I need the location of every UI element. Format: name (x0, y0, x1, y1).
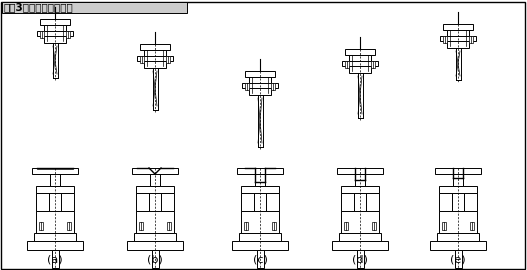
Bar (166, 56, 170, 63)
Bar (337, 168, 383, 174)
Bar (435, 168, 481, 174)
Text: 【図3】絞り過程の説明: 【図3】絞り過程の説明 (4, 2, 74, 12)
Bar (149, 193, 161, 211)
Bar (341, 211, 379, 233)
Text: (d): (d) (352, 255, 368, 265)
Bar (440, 36, 476, 41)
Bar (66, 31, 70, 38)
Bar (36, 211, 74, 233)
Bar (443, 36, 447, 43)
Bar (40, 19, 70, 25)
Bar (144, 50, 166, 68)
Bar (332, 241, 388, 250)
Bar (245, 83, 249, 90)
Bar (447, 30, 469, 48)
Bar (161, 193, 174, 211)
Bar (344, 222, 348, 230)
Bar (470, 222, 474, 230)
Bar (439, 193, 452, 211)
Bar (437, 233, 479, 241)
Bar (469, 36, 473, 43)
Text: (c): (c) (252, 255, 267, 265)
Bar (339, 233, 381, 241)
Bar (67, 222, 71, 230)
Bar (355, 174, 365, 186)
Bar (464, 193, 477, 211)
Bar (136, 186, 174, 193)
Bar (134, 233, 176, 241)
Bar (354, 193, 366, 211)
Bar (137, 56, 173, 61)
Bar (443, 24, 473, 30)
Bar (140, 56, 144, 63)
Bar (371, 61, 375, 68)
Bar (127, 241, 183, 250)
Bar (52, 250, 58, 268)
Bar (272, 222, 276, 230)
Text: (e): (e) (450, 255, 466, 265)
Bar (245, 71, 275, 77)
Bar (151, 250, 159, 268)
Bar (366, 193, 379, 211)
Bar (36, 186, 74, 193)
Bar (249, 77, 271, 95)
Bar (271, 83, 275, 90)
Bar (254, 193, 266, 211)
Bar (140, 44, 170, 50)
Text: (a): (a) (47, 255, 63, 265)
Bar (244, 222, 248, 230)
Bar (32, 168, 78, 174)
Bar (150, 174, 160, 186)
Bar (27, 241, 83, 250)
Bar (439, 211, 477, 233)
Bar (430, 241, 486, 250)
Bar (61, 193, 74, 211)
Bar (50, 174, 60, 186)
Bar (132, 168, 178, 174)
Bar (239, 233, 281, 241)
Bar (454, 250, 462, 268)
Bar (232, 241, 288, 250)
Bar (49, 193, 61, 211)
Bar (139, 222, 143, 230)
Bar (442, 222, 446, 230)
Bar (241, 186, 279, 193)
Bar (241, 211, 279, 233)
Bar (36, 193, 49, 211)
Bar (242, 83, 278, 88)
Bar (345, 49, 375, 55)
Bar (255, 174, 265, 186)
Bar (40, 31, 44, 38)
Bar (167, 222, 171, 230)
Bar (37, 31, 73, 36)
Bar (237, 168, 283, 174)
Bar (136, 211, 174, 233)
Bar (266, 193, 279, 211)
Bar (341, 193, 354, 211)
Bar (2, 2, 187, 13)
Bar (356, 250, 364, 268)
Bar (345, 61, 349, 68)
Bar (44, 25, 66, 43)
Bar (439, 186, 477, 193)
Bar (257, 250, 264, 268)
Bar (342, 61, 378, 66)
Bar (452, 193, 464, 211)
Bar (341, 186, 379, 193)
Bar (349, 55, 371, 73)
Bar (453, 174, 463, 186)
Bar (241, 193, 254, 211)
Bar (39, 222, 43, 230)
Bar (136, 193, 149, 211)
Text: (b): (b) (147, 255, 163, 265)
Bar (34, 233, 76, 241)
Bar (372, 222, 376, 230)
